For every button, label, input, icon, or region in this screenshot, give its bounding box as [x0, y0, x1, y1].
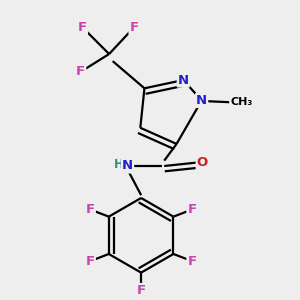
Text: CH₃: CH₃: [230, 97, 252, 107]
Text: O: O: [196, 156, 208, 169]
Text: N: N: [178, 74, 189, 86]
Text: F: F: [76, 65, 85, 78]
Text: F: F: [188, 255, 196, 268]
Text: F: F: [78, 21, 87, 34]
Text: F: F: [136, 284, 146, 297]
Text: F: F: [188, 203, 196, 216]
Text: N: N: [196, 94, 207, 107]
Text: N: N: [122, 160, 133, 172]
Text: F: F: [86, 255, 95, 268]
Text: H: H: [114, 158, 124, 171]
Text: F: F: [129, 21, 139, 34]
Text: F: F: [86, 203, 95, 216]
